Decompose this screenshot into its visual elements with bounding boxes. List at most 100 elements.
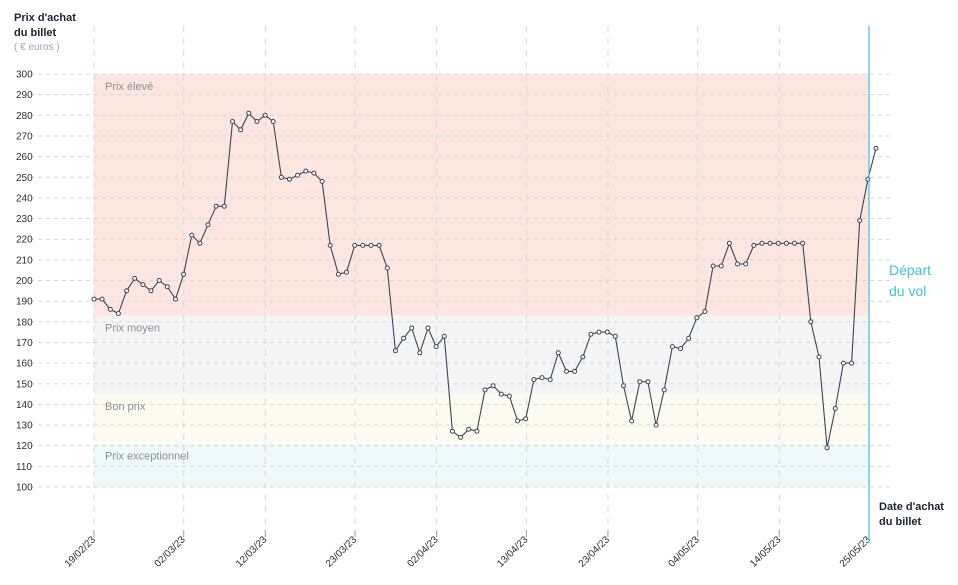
data-point <box>409 325 415 331</box>
data-point <box>531 377 537 383</box>
data-point <box>547 377 553 383</box>
zone-labels: Prix élevé Prix moyen Bon prix Prix excepti… <box>105 81 189 463</box>
data-point <box>498 391 504 397</box>
data-point <box>857 218 863 224</box>
zone-label-0: Prix élevé <box>105 81 153 93</box>
departure-label-line1: Départ <box>889 262 931 278</box>
data-point <box>425 325 431 331</box>
data-point <box>124 288 130 294</box>
y-tick-label: 120 <box>16 441 33 452</box>
x-tick-label: 04/05/23 <box>666 534 702 570</box>
data-point <box>221 203 227 209</box>
data-point <box>506 393 512 399</box>
data-point <box>710 263 716 269</box>
x-tick-label: 12/03/23 <box>234 534 270 570</box>
data-point <box>621 383 626 389</box>
grid <box>30 26 890 537</box>
data-point <box>401 335 406 341</box>
y-tick-label: 190 <box>16 297 33 308</box>
zone-0 <box>94 74 869 316</box>
data-point <box>344 269 349 275</box>
data-point <box>596 329 602 335</box>
data-point <box>840 360 846 366</box>
data-point <box>686 335 692 341</box>
data-point <box>604 329 610 335</box>
data-point <box>433 344 439 350</box>
data-point <box>173 296 178 302</box>
y-tick-label: 260 <box>16 152 33 163</box>
y-tick-label: 180 <box>16 317 33 328</box>
data-point <box>115 311 121 316</box>
data-point <box>164 284 170 290</box>
data-point <box>743 261 749 267</box>
data-point <box>474 428 480 434</box>
data-point <box>726 240 732 246</box>
x-axis-title-line2: du billet <box>879 516 922 528</box>
data-point <box>140 282 146 288</box>
y-tick-label: 110 <box>16 462 32 473</box>
data-point <box>629 418 635 424</box>
data-point <box>368 242 374 248</box>
data-point <box>645 379 651 385</box>
y-tick-label: 130 <box>16 421 33 432</box>
data-point <box>775 240 781 246</box>
data-point <box>417 350 423 356</box>
data-point <box>783 240 789 246</box>
data-point <box>555 350 561 356</box>
y-axis-title-line2: du billet <box>14 27 57 39</box>
data-point <box>230 119 235 124</box>
zone-label-3: Prix exceptionnel <box>105 451 189 463</box>
y-tick-label: 200 <box>16 276 33 287</box>
data-point <box>99 296 105 302</box>
data-point <box>449 428 455 434</box>
data-point <box>384 265 390 271</box>
data-point <box>319 178 325 184</box>
data-point <box>441 333 447 339</box>
x-tick-label: 02/04/23 <box>405 534 441 570</box>
data-point <box>564 368 569 374</box>
data-point <box>254 119 260 124</box>
x-tick-label: 19/02/23 <box>63 534 99 570</box>
data-point <box>800 240 806 246</box>
data-point <box>482 387 488 393</box>
data-point <box>466 426 472 432</box>
data-point <box>808 319 814 325</box>
data-point <box>849 360 855 366</box>
data-point <box>311 170 317 176</box>
data-point <box>303 168 309 174</box>
series <box>91 110 879 451</box>
y-tick-label: 280 <box>16 111 33 122</box>
x-tick-label: 13/04/23 <box>495 534 531 570</box>
zone-label-1: Prix moyen <box>105 323 160 335</box>
y-tick-label: 160 <box>16 359 33 370</box>
data-point <box>588 331 594 337</box>
data-point <box>767 240 773 246</box>
data-point <box>678 346 683 352</box>
data-point <box>523 416 529 422</box>
y-tick-label: 240 <box>16 193 33 204</box>
data-point <box>718 263 724 269</box>
x-tick-label: 23/04/23 <box>577 534 613 570</box>
data-point <box>376 242 382 248</box>
x-tick-labels: 19/02/23 02/03/23 12/03/23 23/03/23 02/04/23… <box>63 534 874 570</box>
data-point <box>238 127 244 133</box>
data-point <box>213 203 219 209</box>
x-axis-title-line1: Date d'achat <box>879 501 944 513</box>
y-axis-title-line1: Prix d'achat <box>14 12 76 24</box>
departure-label-line2: du vol <box>889 283 926 299</box>
y-tick-label: 230 <box>16 214 33 225</box>
y-tick-label: 150 <box>16 379 33 390</box>
y-tick-label: 170 <box>16 338 33 349</box>
y-tick-label: 300 <box>16 70 33 81</box>
data-point <box>156 278 162 283</box>
data-point <box>702 309 708 314</box>
data-point <box>735 261 740 267</box>
data-point <box>205 222 211 228</box>
data-point <box>612 333 618 339</box>
y-tick-label: 270 <box>16 131 33 142</box>
data-point <box>91 296 97 302</box>
price-zones <box>94 74 869 487</box>
data-point <box>751 242 757 248</box>
data-point <box>392 348 398 354</box>
